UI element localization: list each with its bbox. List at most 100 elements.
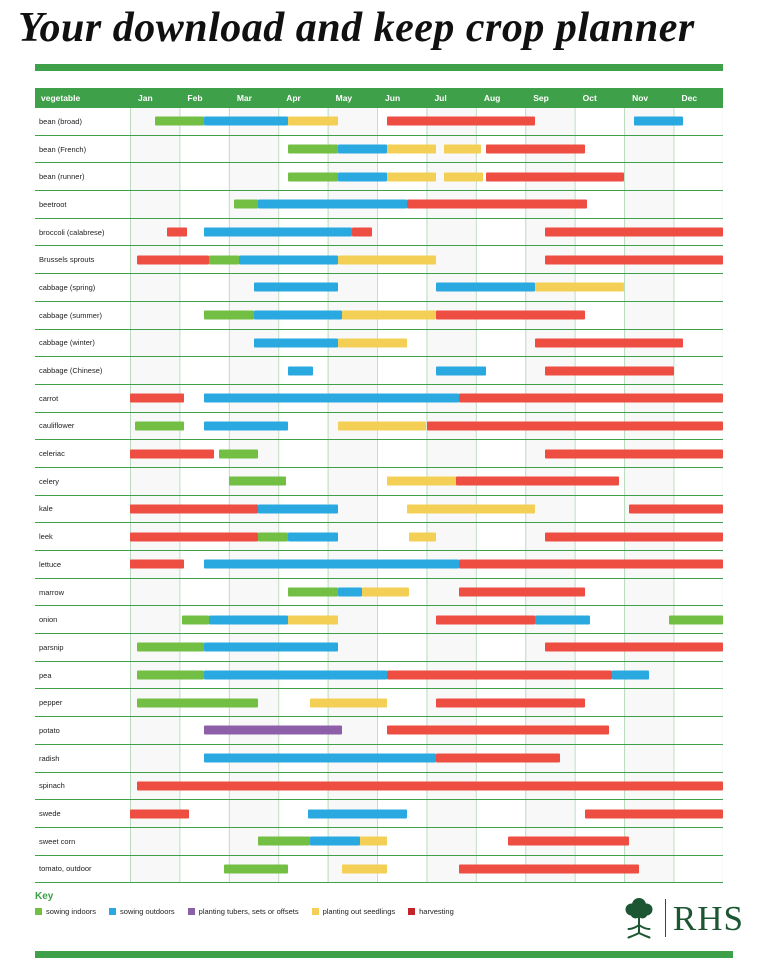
activity-bar-harvest xyxy=(545,449,723,459)
activity-bar-harvest xyxy=(386,670,612,680)
activity-bar-harvest xyxy=(456,476,620,486)
activity-bar-harvest xyxy=(545,642,723,652)
crop-timeline xyxy=(130,800,723,827)
crop-label: pea xyxy=(39,670,52,680)
activity-bar-seedlings xyxy=(337,255,437,265)
crop-timeline xyxy=(130,301,723,329)
activity-bar-outdoors xyxy=(535,615,590,625)
activity-bar-harvest xyxy=(535,338,684,348)
activity-bar-harvest xyxy=(436,310,585,320)
crop-label: potato xyxy=(39,725,60,735)
activity-bar-indoors xyxy=(181,615,210,625)
activity-bar-harvest xyxy=(386,116,536,126)
activity-bar-harvest xyxy=(436,753,560,763)
activity-bar-harvest xyxy=(130,504,259,514)
month-header-nov: Nov xyxy=(632,93,649,103)
crop-row: leek xyxy=(35,523,723,551)
crop-label: beetroot xyxy=(39,199,67,209)
crop-row: bean (broad) xyxy=(35,108,723,136)
crop-row: spinach xyxy=(35,772,723,801)
crop-row: pepper xyxy=(35,689,723,718)
activity-bar-harvest xyxy=(584,809,723,819)
activity-bar-indoors xyxy=(137,670,205,680)
crop-timeline xyxy=(130,495,723,523)
crop-row: lettuce xyxy=(35,551,723,579)
activity-bar-seedlings xyxy=(337,421,427,431)
crop-label: cabbage (winter) xyxy=(39,338,95,348)
activity-bar-indoors xyxy=(137,642,205,652)
crop-label: broccoli (calabrese) xyxy=(39,227,105,237)
activity-bar-outdoors xyxy=(337,587,363,597)
activity-bar-outdoors xyxy=(204,670,387,680)
crop-row: cabbage (Chinese) xyxy=(35,357,723,385)
legend-label: harvesting xyxy=(419,907,454,916)
activity-bar-indoors xyxy=(258,836,311,846)
activity-bar-seedlings xyxy=(288,615,338,625)
activity-bar-outdoors xyxy=(204,116,289,126)
activity-bar-outdoors xyxy=(634,116,684,126)
crop-row: bean (French) xyxy=(35,135,723,164)
crop-timeline xyxy=(130,191,723,218)
crop-row: cabbage (winter) xyxy=(35,329,723,358)
activity-bar-seedlings xyxy=(386,144,437,154)
activity-bar-seedlings xyxy=(342,864,387,874)
activity-bar-outdoors xyxy=(204,227,353,237)
activity-bar-outdoors xyxy=(204,421,289,431)
logo-divider xyxy=(664,899,666,937)
crop-chart: vegetable Jan Feb Mar Apr May Jun Jul Aug Sep Oct… xyxy=(35,88,723,884)
crop-timeline xyxy=(130,329,723,357)
crop-label: Brussels sprouts xyxy=(39,255,95,265)
activity-bar-indoors xyxy=(288,587,338,597)
activity-bar-indoors xyxy=(154,116,205,126)
activity-bar-harvest xyxy=(137,255,210,265)
activity-bar-indoors xyxy=(288,144,338,154)
crop-row: radish xyxy=(35,744,723,773)
activity-bar-outdoors xyxy=(307,809,407,819)
crop-label: leek xyxy=(39,532,53,542)
crop-row: swede xyxy=(35,800,723,828)
crop-row: parsnip xyxy=(35,634,723,662)
activity-bar-outdoors xyxy=(204,642,338,652)
legend: Key sowing indoors sowing outdoors plantin… xyxy=(35,891,454,916)
bottom-divider xyxy=(35,951,733,958)
activity-bar-harvest xyxy=(629,504,723,514)
legend-swatch xyxy=(109,908,117,915)
activity-bar-seedlings xyxy=(310,698,387,708)
activity-bar-seedlings xyxy=(535,282,625,292)
legend-label: sowing outdoors xyxy=(120,907,175,916)
crop-timeline xyxy=(130,578,723,606)
crop-row: cabbage (summer) xyxy=(35,301,723,330)
activity-bar-outdoors xyxy=(204,753,437,763)
crop-timeline xyxy=(130,384,723,412)
crop-label: bean (runner) xyxy=(39,172,85,182)
crop-row: bean (runner) xyxy=(35,163,723,192)
legend-title: Key xyxy=(35,891,54,902)
crop-timeline xyxy=(130,218,723,246)
crop-timeline xyxy=(130,689,723,717)
crop-row: broccoli (calabrese) xyxy=(35,218,723,247)
activity-bar-seedlings xyxy=(337,338,407,348)
chart-rows: bean (broad) bean (French) bean (runner) be… xyxy=(35,108,723,884)
crop-label: swede xyxy=(39,809,61,819)
activity-bar-harvest xyxy=(130,559,185,569)
activity-bar-harvest xyxy=(130,449,214,459)
crop-label: spinach xyxy=(39,781,65,791)
activity-bar-seedlings xyxy=(443,144,481,154)
crop-label: sweet corn xyxy=(39,836,76,846)
activity-bar-harvest xyxy=(130,393,185,403)
activity-bar-outdoors xyxy=(253,338,338,348)
legend-swatch xyxy=(187,908,195,915)
crop-row: carrot xyxy=(35,384,723,413)
crop-timeline xyxy=(130,440,723,467)
crop-timeline xyxy=(130,744,723,772)
crop-timeline xyxy=(130,412,723,440)
activity-bar-outdoors xyxy=(258,199,407,209)
activity-bar-harvest xyxy=(545,255,723,265)
month-header-feb: Feb xyxy=(187,93,203,103)
activity-bar-outdoors xyxy=(288,532,338,542)
month-header-dec: Dec xyxy=(681,93,698,103)
month-header-may: May xyxy=(335,93,353,103)
activity-bar-outdoors xyxy=(337,172,387,182)
activity-bar-outdoors xyxy=(204,393,459,403)
